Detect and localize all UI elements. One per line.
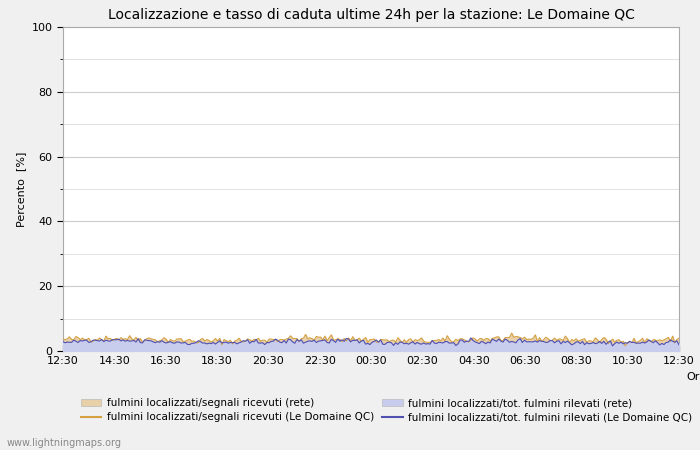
Text: Orario: Orario [686, 372, 700, 382]
Legend: fulmini localizzati/segnali ricevuti (rete), fulmini localizzati/segnali ricevut: fulmini localizzati/segnali ricevuti (re… [80, 398, 692, 423]
Text: www.lightningmaps.org: www.lightningmaps.org [7, 438, 122, 448]
Y-axis label: Percento  [%]: Percento [%] [16, 151, 26, 227]
Title: Localizzazione e tasso di caduta ultime 24h per la stazione: Le Domaine QC: Localizzazione e tasso di caduta ultime … [108, 8, 634, 22]
